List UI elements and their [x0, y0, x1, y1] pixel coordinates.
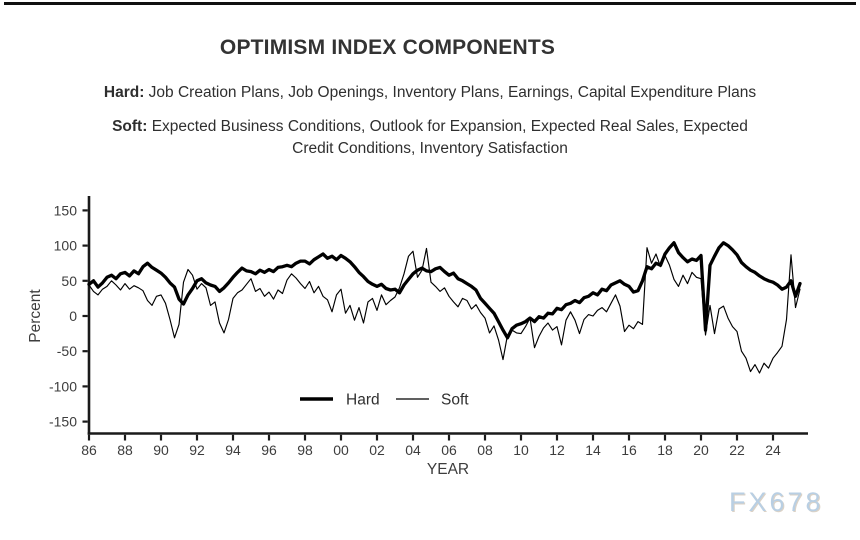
x-tick-label: 08 [477, 442, 493, 458]
x-tick-label: 90 [153, 442, 169, 458]
x-tick-label: 04 [405, 442, 421, 458]
hard-components-description: Hard: Job Creation Plans, Job Openings, … [0, 84, 860, 102]
hard-series-line [87, 241, 802, 340]
fx678-watermark: FX678 [729, 487, 824, 517]
page-title: OPTIMISM INDEX COMPONENTS [219, 36, 556, 59]
x-tick-label: 20 [693, 442, 709, 458]
x-tick-label: 06 [441, 442, 457, 458]
y-tick-label: 150 [54, 202, 78, 218]
y-tick-label: -100 [49, 378, 77, 394]
x-tick-label: 02 [369, 442, 385, 458]
legend-soft-label: Soft [441, 392, 469, 409]
x-tick-label: 10 [513, 442, 529, 458]
x-tick-label: 88 [117, 442, 133, 458]
soft-text-line2: Credit Conditions, Inventory Satisfactio… [292, 140, 568, 157]
x-tick-label: 00 [333, 442, 349, 458]
soft-label: Soft: [112, 118, 148, 135]
soft-components-description: Soft: Expected Business Conditions, Outl… [0, 116, 860, 160]
y-axis-title: Percent [27, 289, 44, 343]
x-tick-label: 16 [621, 442, 637, 458]
y-tick-label: -150 [49, 414, 77, 430]
legend-hard-label: Hard [346, 392, 380, 409]
hard-label: Hard: [103, 84, 145, 101]
x-tick-label: 98 [297, 442, 313, 458]
x-axis-title: YEAR [427, 461, 469, 478]
x-tick-label: 18 [657, 442, 673, 458]
x-tick-label: 94 [225, 442, 241, 458]
y-tick-label: 50 [61, 273, 77, 289]
hard-text: Job Creation Plans, Job Openings, Invent… [148, 84, 757, 101]
x-tick-label: 22 [729, 442, 745, 458]
y-tick-label: 100 [54, 238, 78, 254]
x-tick-label: 14 [585, 442, 601, 458]
top-divider [4, 2, 856, 5]
x-tick-label: 92 [189, 442, 205, 458]
x-tick-label: 24 [765, 442, 781, 458]
x-tick-label: 86 [81, 442, 97, 458]
x-tick-label: 12 [549, 442, 565, 458]
y-tick-label: 0 [69, 308, 77, 324]
soft-series-line [88, 247, 801, 374]
soft-text-line1: Expected Business Conditions, Outlook fo… [151, 118, 748, 135]
y-tick-label: -50 [57, 343, 77, 359]
x-tick-label: 96 [261, 442, 277, 458]
